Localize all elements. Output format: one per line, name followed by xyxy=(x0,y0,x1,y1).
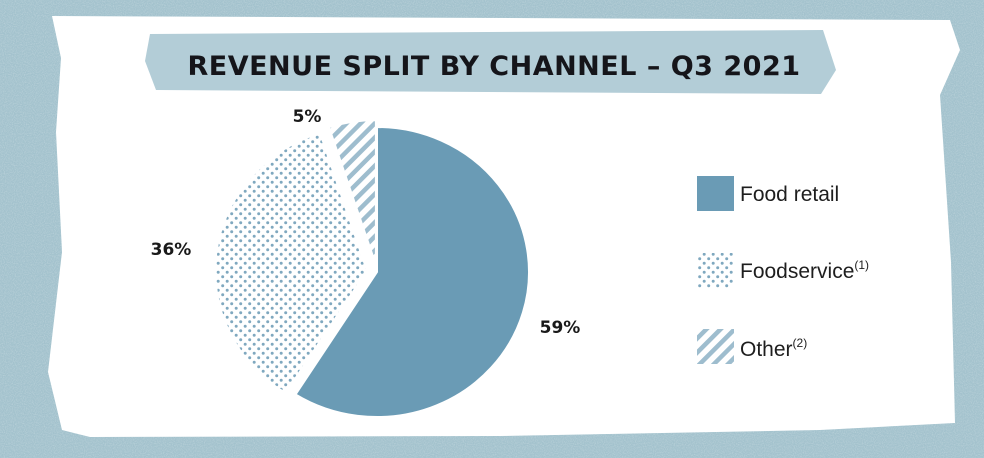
dotted-swatch-icon xyxy=(697,253,734,288)
data-label-other: 5% xyxy=(293,107,322,127)
solid-swatch-icon xyxy=(697,176,734,211)
svg-text:Other(2): Other(2) xyxy=(740,336,807,361)
title-banner xyxy=(145,30,836,94)
striped-swatch-icon xyxy=(697,329,734,364)
chart-title: REVENUE SPLIT BY CHANNEL – Q3 2021 xyxy=(187,51,800,82)
svg-text:Foodservice(1): Foodservice(1) xyxy=(740,258,869,283)
data-label-foodservice: 36% xyxy=(151,240,192,260)
pie-slice-food-retail xyxy=(294,125,530,418)
legend-item-other: Other(2) xyxy=(697,329,807,364)
svg-text:Food retail: Food retail xyxy=(740,183,839,206)
legend-label-foodservice: Foodservice xyxy=(740,260,854,283)
legend-item-food-retail: Food retail xyxy=(697,176,839,211)
pie-group xyxy=(214,119,530,418)
pie-slice-foodservice xyxy=(214,131,369,395)
legend-label-food-retail: Food retail xyxy=(740,183,839,206)
legend-footnote-other: (2) xyxy=(793,336,808,350)
pie-slice-other xyxy=(327,119,377,266)
legend-footnote-foodservice: (1) xyxy=(854,258,869,272)
data-label-food-retail: 59% xyxy=(540,318,581,338)
legend: Food retail Foodservice(1) Other(2) xyxy=(697,176,869,364)
legend-label-other: Other xyxy=(740,338,793,361)
legend-item-foodservice: Foodservice(1) xyxy=(697,253,869,288)
